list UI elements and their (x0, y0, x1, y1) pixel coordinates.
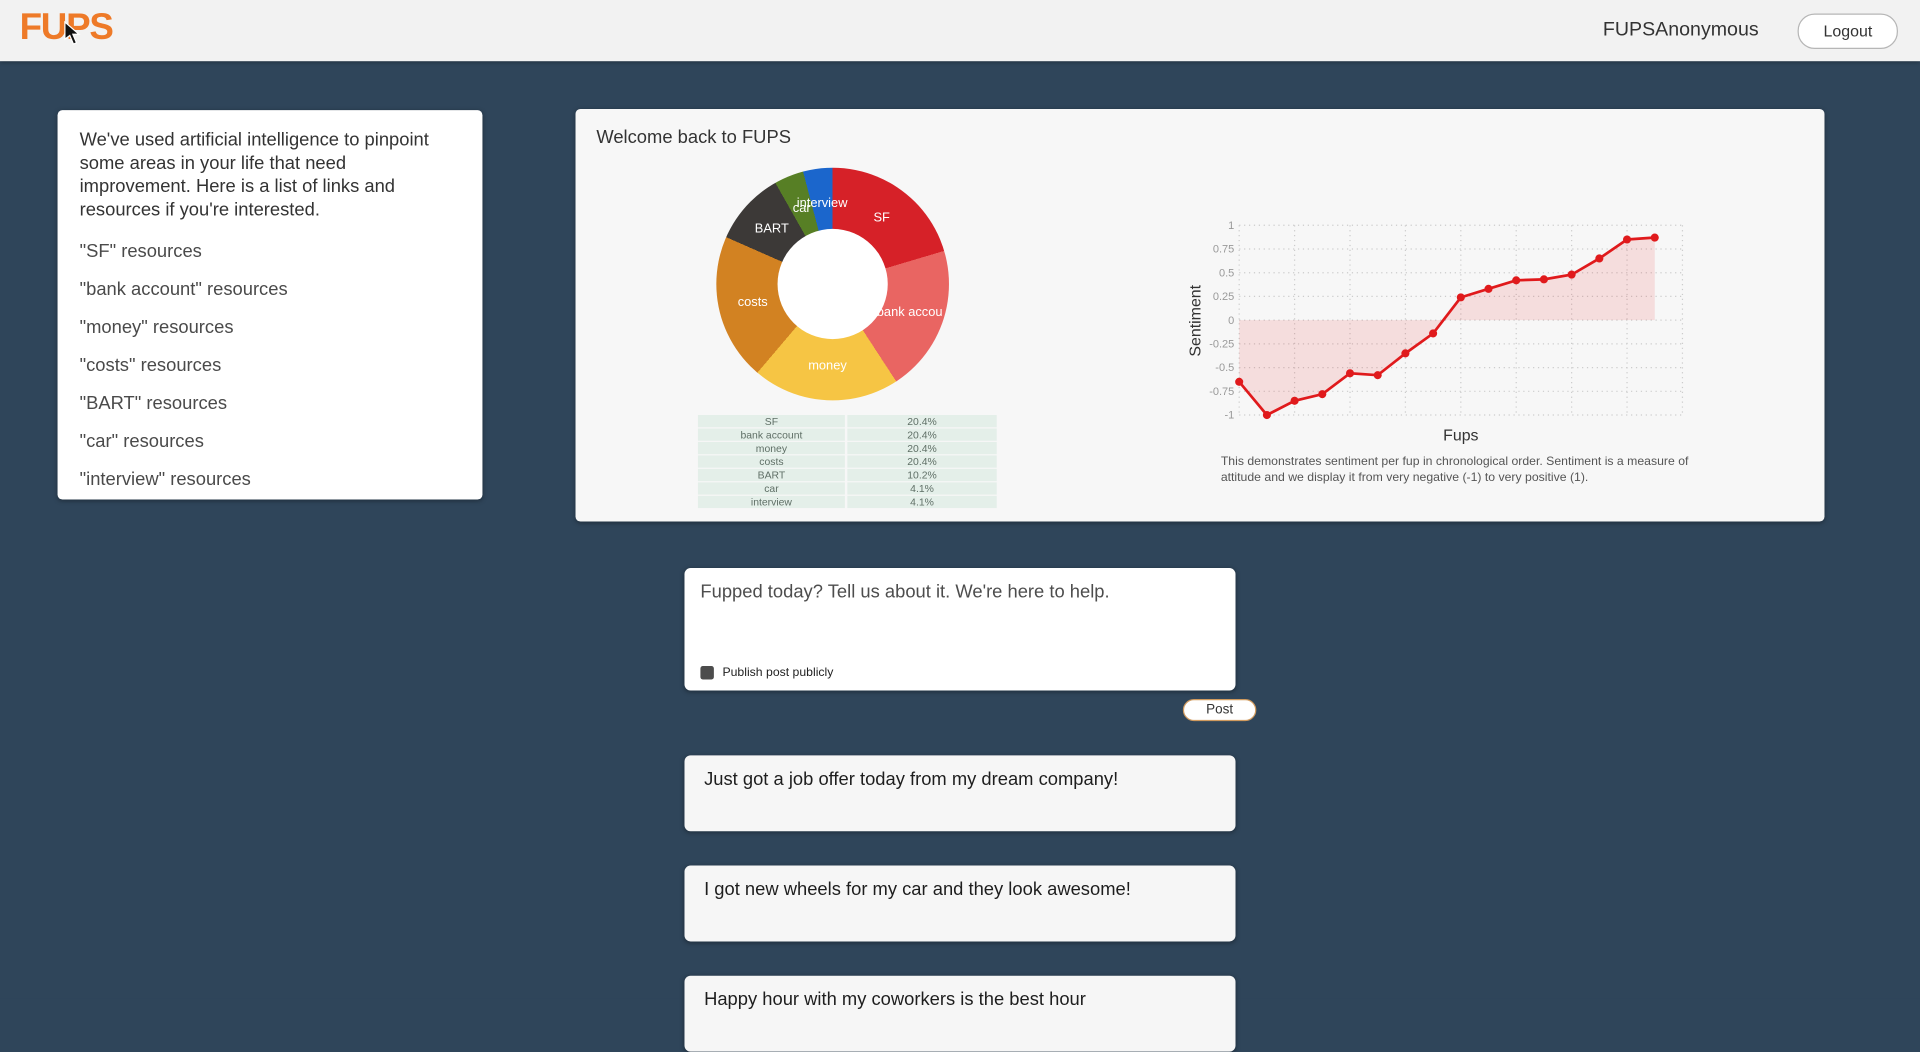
post-text: Happy hour with my coworkers is the best… (704, 989, 1086, 1011)
legend-value: 4.1% (847, 482, 997, 495)
legend-value: 4.1% (847, 495, 997, 509)
sentiment-point (1539, 275, 1548, 284)
post-text: Just got a job offer today from my dream… (704, 768, 1119, 790)
legend-row: SF 20.4% (697, 415, 997, 428)
chart-caption: This demonstrates sentiment per fup in c… (1220, 455, 1689, 485)
legend-value: 20.4% (847, 441, 997, 455)
legend-label: costs (697, 455, 845, 468)
sentiment-point (1512, 276, 1521, 285)
sentiment-point (1595, 254, 1604, 263)
svg-text:-0.75: -0.75 (1209, 386, 1234, 398)
post-text: I got new wheels for my car and they loo… (704, 879, 1131, 900)
sentiment-line (1238, 236, 1655, 417)
legend-row: bank account 20.4% (697, 428, 997, 441)
legend-label: car (697, 482, 845, 495)
legend-row: money 20.4% (697, 441, 997, 455)
dashboard-card: Welcome back to FUPS SF bank accou money co… (575, 108, 1825, 522)
sentiment-point (1429, 329, 1438, 338)
legend-row: interview 4.1% (697, 495, 997, 509)
resource-link[interactable]: "interview" resources (79, 468, 251, 490)
pie-slice-label: BART (754, 221, 789, 237)
sentiment-point (1623, 235, 1632, 244)
sentiment-point (1484, 284, 1493, 293)
username: FUPSAnonymous (1602, 19, 1759, 41)
sentiment-point (1373, 371, 1382, 380)
publish-row: Publish post publicly (700, 665, 834, 680)
sentiment-point (1401, 349, 1410, 358)
sentiment-point (1262, 410, 1271, 420)
legend-value: 20.4% (847, 415, 997, 428)
mouse-cursor-icon (64, 20, 81, 45)
pie-legend-table: SF 20.4% bank account 20.4% money 20.4% costs 2… (697, 415, 997, 509)
sentiment-point (1456, 293, 1465, 302)
sentiment-chart: 1 0.75 0.5 0.25 0 -0.25 -0.5 -0.75 -1 (1202, 218, 1692, 424)
legend-label: interview (697, 495, 845, 509)
svg-text:-1: -1 (1225, 410, 1235, 422)
svg-text:0.5: 0.5 (1219, 267, 1234, 279)
sentiment-point (1345, 369, 1355, 378)
post-card: Just got a job offer today from my dream… (684, 755, 1236, 832)
legend-value: 20.4% (847, 428, 997, 441)
resource-link[interactable]: "costs" resources (79, 354, 222, 376)
publish-checkbox[interactable] (700, 665, 714, 680)
pie-slice-label: SF (873, 210, 890, 226)
header-right: FUPSAnonymous Logout (1603, 0, 1898, 61)
legend-row: BART 10.2% (697, 468, 997, 482)
svg-text:1: 1 (1228, 220, 1234, 232)
publish-checkbox-label: Publish post publicly (722, 665, 834, 680)
app-header: FUPS FUPSAnonymous Logout (0, 0, 1920, 62)
legend-label: bank account (697, 428, 845, 441)
legend-value: 10.2% (847, 468, 997, 482)
pie-slice-label: money (808, 358, 847, 374)
svg-text:-0.5: -0.5 (1215, 362, 1234, 374)
pie-slice-label: interview (796, 195, 848, 211)
sentiment-point (1567, 270, 1576, 279)
svg-text:0.25: 0.25 (1213, 291, 1234, 303)
pie-slice-label: costs (737, 295, 768, 310)
welcome-title: Welcome back to FUPS (596, 127, 791, 149)
sentiment-point (1650, 233, 1659, 242)
x-axis-label: Fups (1443, 426, 1479, 445)
logout-button[interactable]: Logout (1797, 12, 1898, 49)
resource-link[interactable]: "BART" resources (79, 392, 228, 414)
post-button[interactable]: Post (1182, 699, 1257, 722)
svg-text:-0.25: -0.25 (1209, 339, 1234, 351)
sentiment-area (1239, 237, 1655, 416)
pie-slice-label: car (792, 200, 811, 216)
resource-links: "SF" resources "bank account" resources "m… (80, 241, 461, 490)
resource-link[interactable]: "car" resources (79, 430, 204, 452)
y-axis-label: Sentiment (1185, 284, 1205, 357)
post-composer: Publish post publicly (684, 568, 1236, 691)
sentiment-point (1290, 396, 1299, 405)
legend-label: money (697, 441, 845, 455)
legend-row: costs 20.4% (697, 455, 997, 468)
legend-row: car 4.1% (697, 482, 997, 495)
resources-card: We've used artificial intelligence to pi… (57, 110, 483, 500)
sentiment-point (1318, 390, 1327, 399)
svg-text:0.75: 0.75 (1213, 244, 1234, 256)
legend-label: SF (697, 415, 845, 428)
svg-text:0: 0 (1228, 315, 1234, 327)
resource-link[interactable]: "SF" resources (79, 240, 202, 262)
sentiment-line-svg: 1 0.75 0.5 0.25 0 -0.25 -0.5 -0.75 -1 (1209, 220, 1684, 422)
resource-link[interactable]: "money" resources (79, 316, 234, 338)
post-input[interactable] (684, 568, 1236, 652)
resources-intro: We've used artificial intelligence to pi… (79, 129, 429, 220)
legend-value: 20.4% (847, 455, 997, 468)
donut-hole (777, 228, 888, 340)
pie-slice-label: bank accou (876, 304, 943, 320)
sentiment-point (1235, 377, 1244, 386)
legend-label: BART (697, 468, 845, 482)
donut-chart: SF bank accou money costs BART car interview (716, 167, 949, 401)
post-card: Happy hour with my coworkers is the best… (684, 975, 1236, 1052)
resource-link[interactable]: "bank account" resources (79, 278, 288, 300)
post-card: I got new wheels for my car and they loo… (684, 865, 1236, 942)
